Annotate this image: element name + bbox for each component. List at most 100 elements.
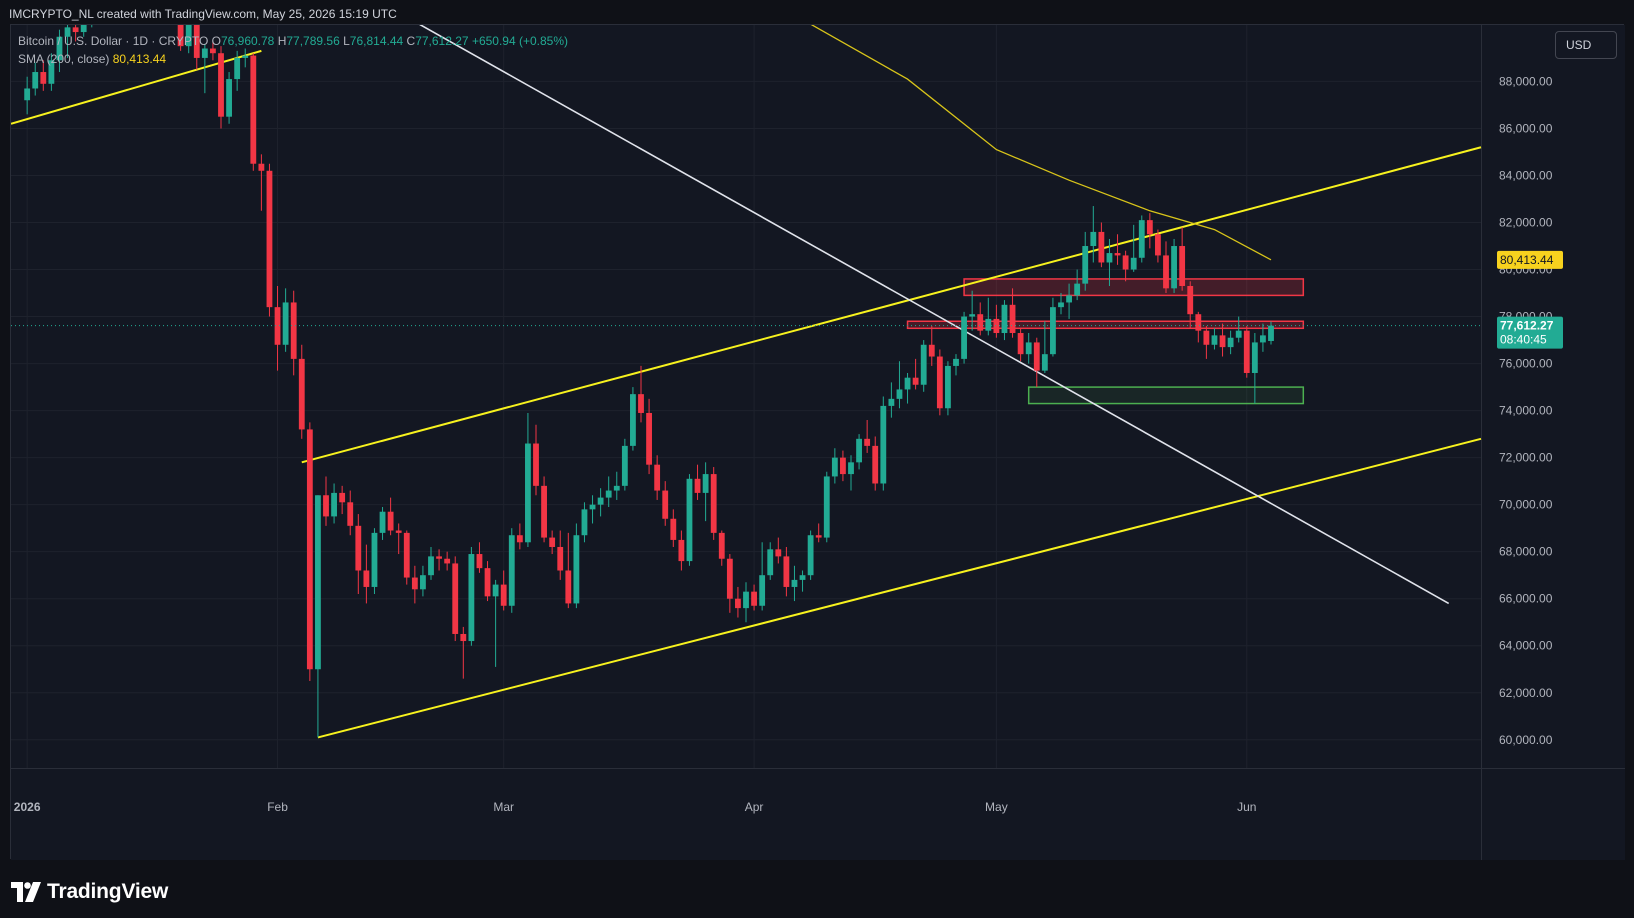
candle-body[interactable] xyxy=(395,530,402,533)
candle-body[interactable] xyxy=(1146,220,1153,235)
candle-body[interactable] xyxy=(1211,335,1218,345)
candle-body[interactable] xyxy=(928,344,935,357)
candle-body[interactable] xyxy=(541,485,547,538)
candle-body[interactable] xyxy=(726,558,733,599)
candle-body[interactable] xyxy=(32,72,39,89)
candle-body[interactable] xyxy=(605,490,612,498)
candle-body[interactable] xyxy=(621,445,628,486)
candle-body[interactable] xyxy=(533,443,539,486)
candle-body[interactable] xyxy=(856,438,862,463)
candle-body[interactable] xyxy=(573,535,580,604)
candle-body[interactable] xyxy=(460,633,467,642)
candle-body[interactable] xyxy=(516,535,523,543)
candle-body[interactable] xyxy=(436,556,442,559)
candle-body[interactable] xyxy=(363,570,370,587)
candle-body[interactable] xyxy=(1227,337,1234,348)
candle-body[interactable] xyxy=(274,307,281,345)
candle-body[interactable] xyxy=(597,497,604,505)
candle-body[interactable] xyxy=(799,575,806,580)
sma-200-line[interactable] xyxy=(609,25,1272,261)
candle-body[interactable] xyxy=(411,577,418,590)
channel-lower-trendline[interactable] xyxy=(317,437,1482,739)
candle-body[interactable] xyxy=(1268,325,1274,341)
candle-body[interactable] xyxy=(1130,257,1137,270)
candle-body[interactable] xyxy=(1082,246,1089,284)
candle-body[interactable] xyxy=(840,457,846,475)
candle-body[interactable] xyxy=(185,25,192,47)
candle-body[interactable] xyxy=(743,591,749,609)
tradingview-logo[interactable]: TradingView xyxy=(11,877,168,907)
candle-body[interactable] xyxy=(1235,330,1242,338)
candle-body[interactable] xyxy=(815,535,822,538)
candle-body[interactable] xyxy=(315,495,321,670)
candle-body[interactable] xyxy=(654,464,661,491)
candle-body[interactable] xyxy=(1195,314,1202,331)
candle-body[interactable] xyxy=(920,344,927,385)
candle-body[interactable] xyxy=(767,549,774,576)
candle-body[interactable] xyxy=(549,537,556,547)
candle-body[interactable] xyxy=(234,57,241,80)
candle-body[interactable] xyxy=(444,558,451,564)
candle-body[interactable] xyxy=(1009,304,1016,334)
candle-body[interactable] xyxy=(193,25,200,58)
candle-body[interactable] xyxy=(565,570,572,604)
candle-body[interactable] xyxy=(492,584,499,597)
candle-body[interactable] xyxy=(331,492,337,517)
candle-body[interactable] xyxy=(452,563,459,634)
candle-body[interactable] xyxy=(306,429,313,670)
candle-body[interactable] xyxy=(945,365,951,409)
candle-body[interactable] xyxy=(1074,283,1081,296)
candle-body[interactable] xyxy=(420,575,426,590)
candle-body[interactable] xyxy=(718,532,725,559)
candle-body[interactable] xyxy=(258,163,265,171)
candle-body[interactable] xyxy=(662,490,669,519)
candle-body[interactable] xyxy=(686,478,693,562)
candle-body[interactable] xyxy=(581,509,588,536)
candle-body[interactable] xyxy=(912,377,919,385)
currency-button[interactable]: USD xyxy=(1555,31,1617,59)
candle-body[interactable] xyxy=(40,72,47,84)
candle-body[interactable] xyxy=(1106,253,1113,263)
candle-body[interactable] xyxy=(266,170,273,308)
channel-upper-trendline[interactable] xyxy=(301,146,1482,464)
candle-body[interactable] xyxy=(1243,330,1250,373)
candle-body[interactable] xyxy=(242,55,249,58)
candle-body[interactable] xyxy=(613,485,620,491)
candle-body[interactable] xyxy=(48,60,55,84)
candle-body[interactable] xyxy=(525,443,531,543)
candle-body[interactable] xyxy=(1058,302,1064,308)
candle-body[interactable] xyxy=(80,25,87,33)
candle-body[interactable] xyxy=(403,532,410,578)
candle-body[interactable] xyxy=(759,575,766,606)
candle-body[interactable] xyxy=(969,314,976,317)
candle-body[interactable] xyxy=(1050,307,1056,355)
candle-body[interactable] xyxy=(589,504,596,510)
candle-body[interactable] xyxy=(904,377,911,390)
candle-body[interactable] xyxy=(1163,255,1169,289)
candle-body[interactable] xyxy=(323,495,329,517)
candle-body[interactable] xyxy=(710,474,717,533)
candle-body[interactable] xyxy=(1122,255,1129,270)
candle-body[interactable] xyxy=(646,412,652,465)
candle-body[interactable] xyxy=(339,492,346,503)
candle-body[interactable] xyxy=(807,535,814,576)
candle-body[interactable] xyxy=(379,511,386,533)
candle-body[interactable] xyxy=(56,36,63,61)
candle-body[interactable] xyxy=(888,398,895,406)
candle-body[interactable] xyxy=(218,53,224,117)
sma-legend[interactable]: SMA (200, close) 80,413.44 xyxy=(18,52,166,66)
candle-body[interactable] xyxy=(1017,333,1024,355)
resistance-upper-zone[interactable] xyxy=(963,278,1305,297)
candle-body[interactable] xyxy=(1041,354,1048,371)
candle-body[interactable] xyxy=(1171,246,1177,289)
candle-body[interactable] xyxy=(783,556,790,587)
candle-body[interactable] xyxy=(177,25,184,47)
candle-body[interactable] xyxy=(201,48,208,58)
candle-body[interactable] xyxy=(831,457,838,477)
candle-body[interactable] xyxy=(678,539,685,562)
candle-body[interactable] xyxy=(557,546,564,571)
support-zone[interactable] xyxy=(1027,386,1305,405)
candle-body[interactable] xyxy=(298,358,305,430)
candle-body[interactable] xyxy=(210,48,216,54)
candle-body[interactable] xyxy=(670,518,677,540)
